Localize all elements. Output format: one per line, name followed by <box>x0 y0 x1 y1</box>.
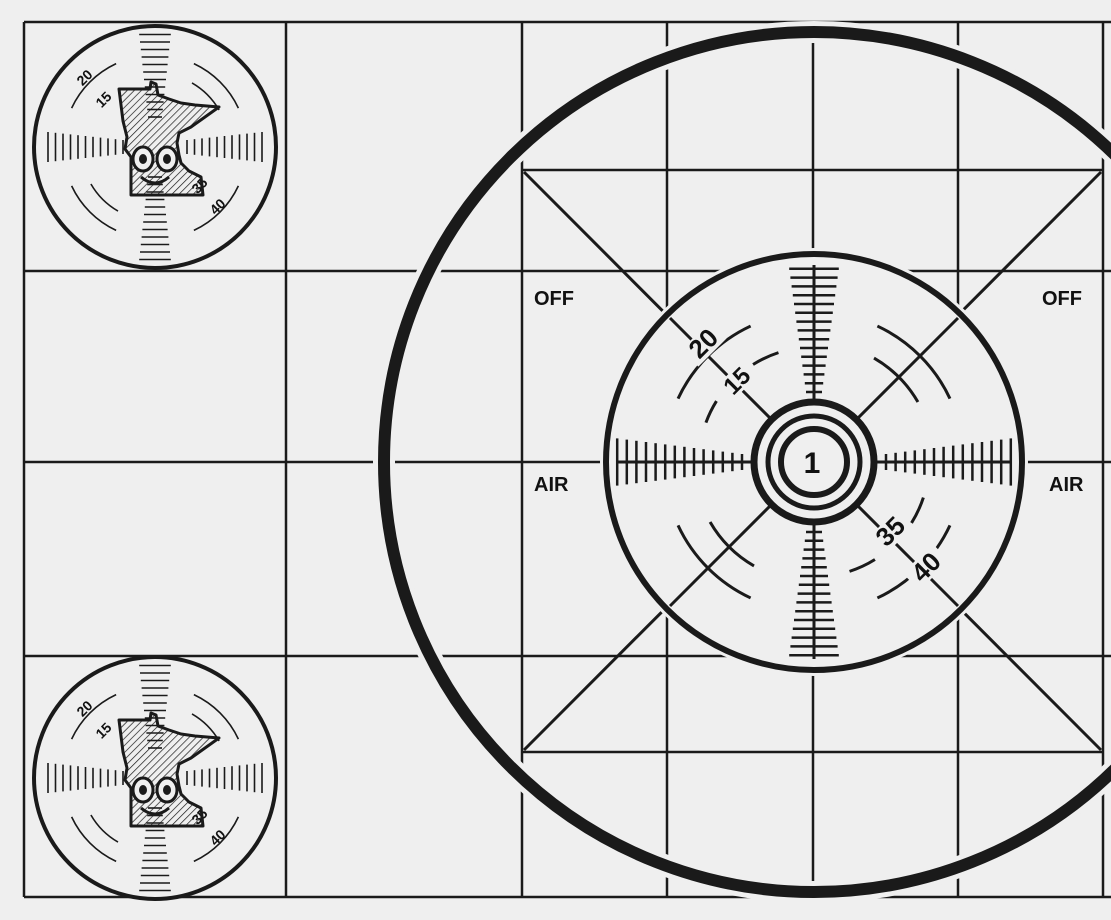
focus-scale: 20 15 35 40 <box>681 321 950 591</box>
center-target <box>600 248 1028 676</box>
label-air-right: AIR <box>1049 474 1084 496</box>
label-off-left: OFF <box>534 288 574 310</box>
label-off-right: OFF <box>1042 288 1082 310</box>
label-air-left: AIR <box>534 474 569 496</box>
side-labels: OFF AIR OFF AIR <box>534 288 1084 496</box>
minnesota-state-mascot-icon <box>117 80 221 197</box>
outer-ring <box>373 21 1111 903</box>
channel-number: 1 <box>804 447 821 480</box>
minnesota-state-mascot-icon <box>117 711 221 828</box>
